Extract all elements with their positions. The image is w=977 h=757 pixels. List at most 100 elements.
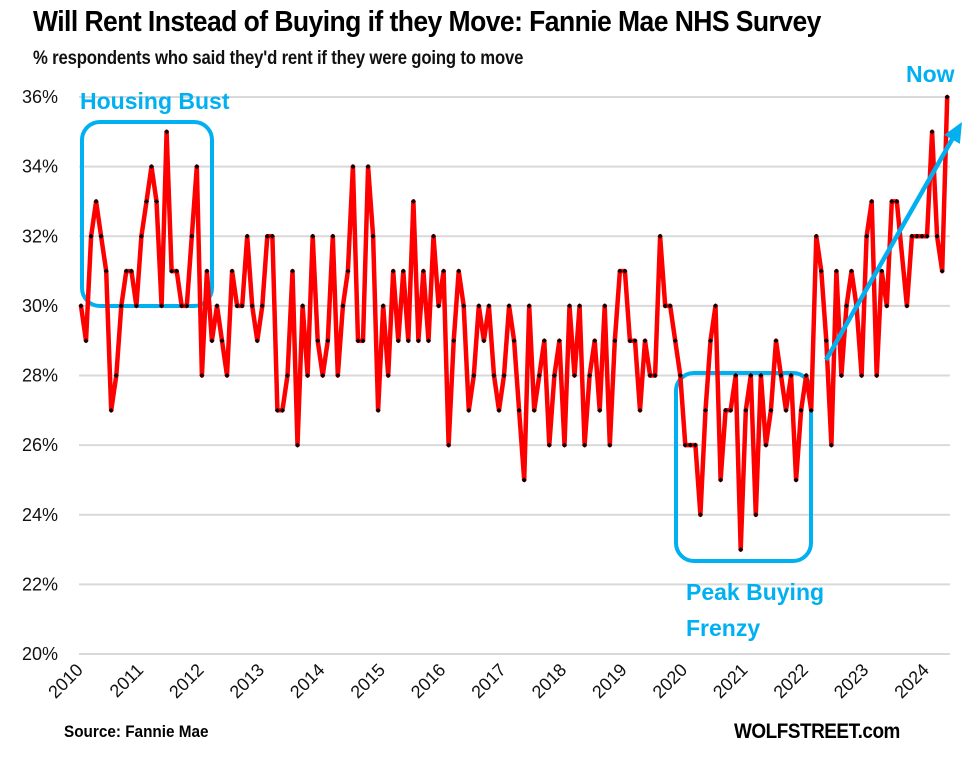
data-point (451, 338, 457, 344)
data-point (612, 338, 618, 344)
trend-arrow-shaft (824, 134, 956, 362)
x-tick-label: 2023 (830, 660, 872, 702)
data-point (687, 442, 693, 448)
x-tick-label: 2013 (226, 660, 268, 702)
y-tick-label: 20% (22, 644, 58, 664)
data-point (889, 198, 895, 204)
data-point (229, 268, 235, 274)
x-tick-label: 2012 (165, 660, 207, 702)
data-point (849, 268, 855, 274)
data-point (597, 407, 603, 413)
data-point (315, 338, 321, 344)
data-point (708, 338, 713, 344)
data-point (179, 303, 185, 309)
data-point (375, 407, 381, 413)
data-point (501, 373, 507, 378)
data-point (738, 547, 744, 553)
data-point (541, 338, 547, 344)
data-point (149, 164, 155, 170)
data-point (355, 338, 361, 344)
data-point (431, 233, 437, 239)
data-point (924, 233, 930, 239)
data-point (128, 268, 134, 274)
y-tick-label: 26% (22, 435, 58, 455)
data-point (728, 407, 734, 413)
data-point (929, 129, 935, 135)
data-point (330, 233, 336, 239)
data-point (833, 268, 839, 274)
data-point (843, 303, 849, 309)
housing-bust-box (80, 120, 214, 308)
data-point (138, 233, 144, 239)
data-point (823, 338, 829, 344)
data-point (561, 442, 567, 448)
data-point (471, 373, 477, 378)
data-point (350, 164, 356, 170)
x-tick-label: 2010 (44, 660, 86, 702)
x-tick-label: 2017 (467, 660, 509, 702)
data-point (526, 303, 532, 309)
data-point (879, 268, 885, 274)
data-point (254, 338, 260, 344)
data-point (909, 233, 915, 239)
y-tick-label: 32% (22, 226, 58, 246)
data-point (934, 233, 940, 239)
data-point (340, 303, 346, 309)
data-point (874, 373, 880, 378)
y-tick-label: 30% (22, 296, 58, 316)
data-point (123, 268, 129, 274)
data-point (380, 303, 386, 309)
series-line (78, 94, 950, 552)
y-tick-label: 36% (22, 87, 58, 107)
data-point (768, 407, 774, 413)
data-point (551, 373, 557, 378)
annotation-now: Now (906, 61, 955, 87)
annotation-boxes (80, 120, 813, 563)
data-point (88, 233, 94, 239)
data-point (677, 373, 683, 378)
data-point (667, 303, 673, 309)
data-point (174, 268, 180, 274)
data-point (305, 373, 311, 378)
x-tick-label: 2016 (407, 660, 449, 702)
data-point (622, 268, 628, 274)
data-point (441, 268, 447, 274)
source-note: Source: Fannie Mae (64, 722, 209, 741)
y-tick-label: 34% (22, 157, 58, 177)
x-tick-label: 2022 (770, 660, 812, 702)
data-point (390, 268, 396, 274)
data-point (556, 338, 562, 344)
data-point (295, 442, 301, 448)
y-tick-label: 22% (22, 574, 58, 594)
data-point (108, 407, 114, 413)
data-point (194, 164, 200, 170)
data-point (486, 303, 492, 309)
brand-watermark: WOLFSTREET.com (734, 720, 900, 743)
data-point (360, 338, 366, 344)
data-point (365, 164, 371, 170)
data-point (773, 338, 779, 344)
data-point (733, 373, 739, 378)
peak-buying-frenzy-box (674, 371, 813, 563)
x-tick-label: 2015 (347, 660, 389, 702)
data-point (209, 338, 215, 344)
chart-title: Will Rent Instead of Buying if they Move… (33, 6, 821, 38)
data-point (884, 303, 890, 309)
data-point (476, 303, 482, 309)
data-point (78, 303, 84, 309)
data-point (642, 338, 648, 344)
data-point (602, 303, 608, 309)
data-point (748, 373, 754, 378)
data-point (808, 407, 814, 413)
data-point (521, 477, 527, 483)
data-point (83, 338, 89, 344)
data-point (572, 373, 578, 378)
data-point (682, 442, 688, 448)
trend-arrow-head (944, 122, 962, 144)
data-point (335, 373, 341, 378)
data-point (410, 198, 416, 204)
annotation-labels: Housing Bust Peak Buying Frenzy Now (80, 61, 955, 641)
data-point (274, 407, 280, 413)
data-point (914, 233, 920, 239)
data-point (743, 407, 749, 413)
